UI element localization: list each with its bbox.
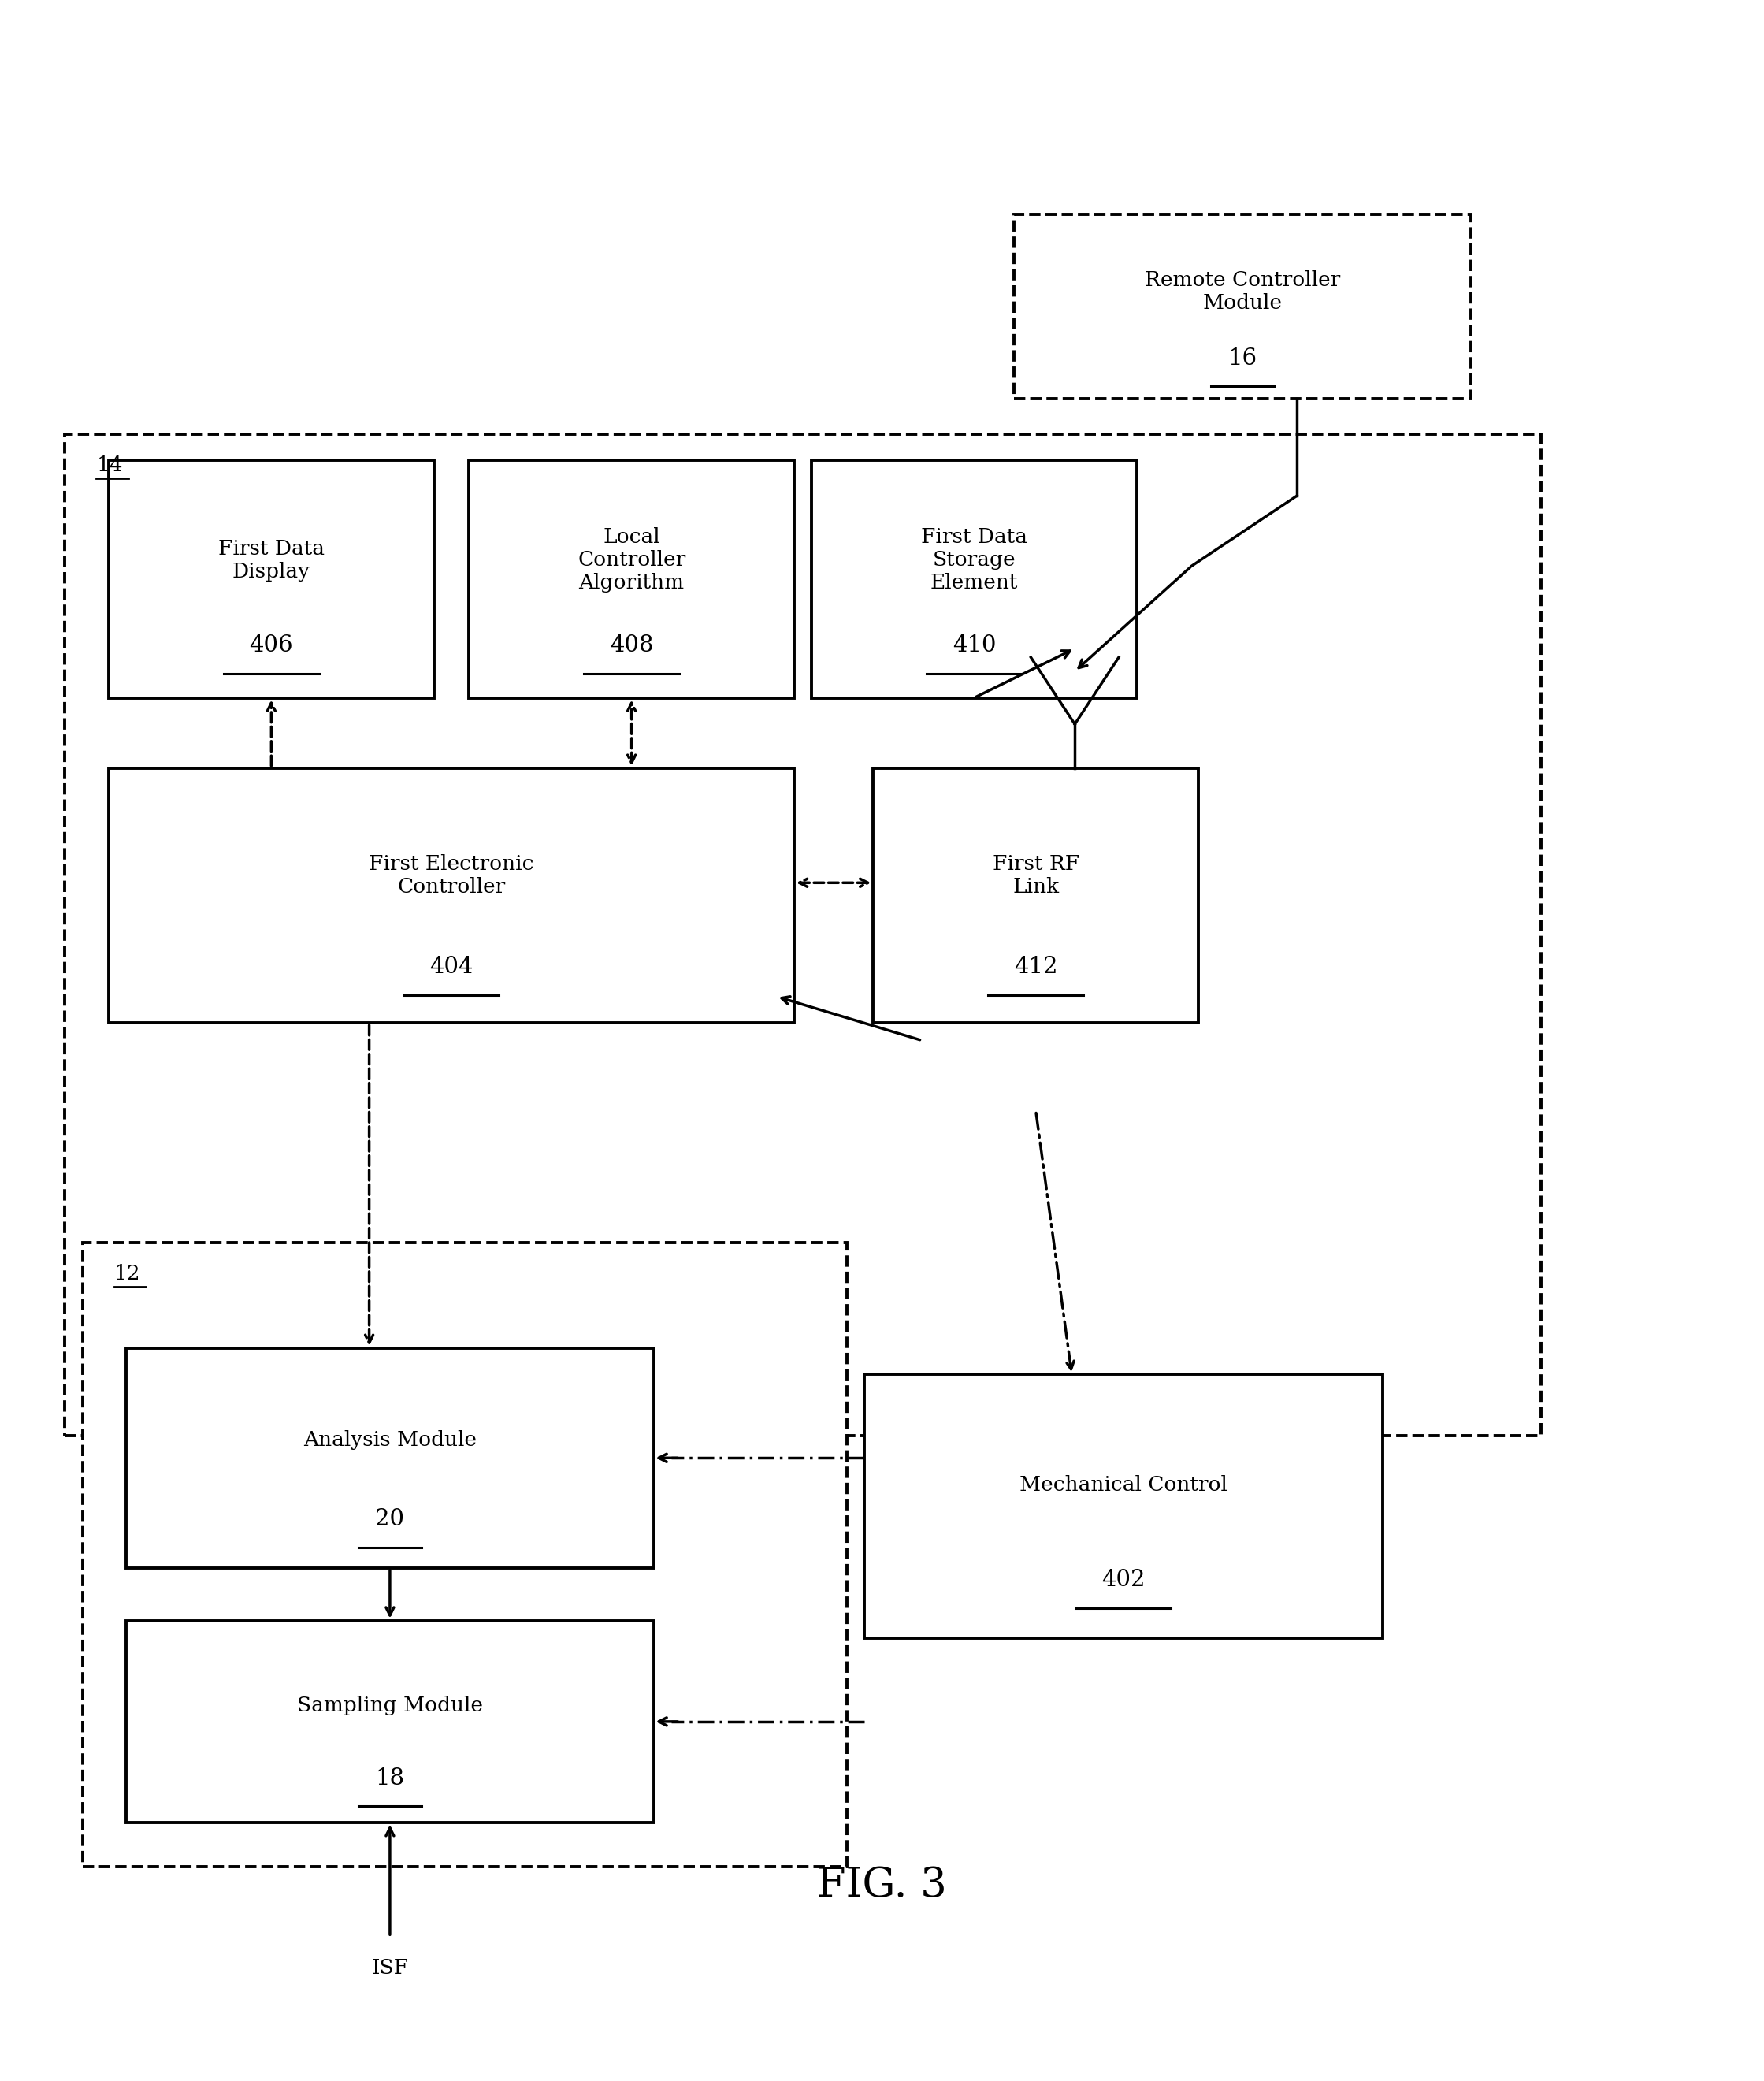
Text: 12: 12	[115, 1263, 141, 1284]
Text: 404: 404	[430, 955, 473, 978]
Text: FIG. 3: FIG. 3	[817, 1865, 947, 1906]
Text: 402: 402	[1102, 1569, 1145, 1592]
Text: 412: 412	[1014, 955, 1058, 978]
Text: Analysis Module: Analysis Module	[303, 1430, 476, 1450]
Text: Sampling Module: Sampling Module	[296, 1696, 483, 1715]
Text: 20: 20	[376, 1509, 404, 1530]
Bar	[109, 460, 434, 697]
Text: 408: 408	[610, 635, 653, 658]
Text: First RF
Link: First RF Link	[993, 853, 1080, 897]
Text: 14: 14	[97, 456, 123, 474]
Text: First Data
Storage
Element: First Data Storage Element	[921, 526, 1027, 593]
Text: Mechanical Control: Mechanical Control	[1020, 1475, 1228, 1494]
Bar	[864, 1373, 1383, 1638]
Text: 16: 16	[1228, 348, 1258, 370]
Bar	[469, 460, 794, 697]
Bar	[127, 1621, 653, 1823]
Text: 406: 406	[249, 635, 293, 658]
Text: First Data
Display: First Data Display	[219, 539, 325, 581]
Text: 410: 410	[953, 635, 997, 658]
Text: 18: 18	[376, 1767, 404, 1790]
Bar	[873, 768, 1198, 1024]
Bar	[65, 435, 1542, 1436]
Text: Local
Controller
Algorithm: Local Controller Algorithm	[577, 526, 686, 593]
Text: Remote Controller
Module: Remote Controller Module	[1145, 271, 1341, 312]
Bar	[109, 768, 794, 1024]
Text: ISF: ISF	[372, 1958, 409, 1977]
Bar	[811, 460, 1136, 697]
Bar	[1014, 214, 1471, 400]
Text: First Electronic
Controller: First Electronic Controller	[369, 853, 534, 897]
Bar	[127, 1348, 653, 1567]
Bar	[83, 1242, 847, 1867]
